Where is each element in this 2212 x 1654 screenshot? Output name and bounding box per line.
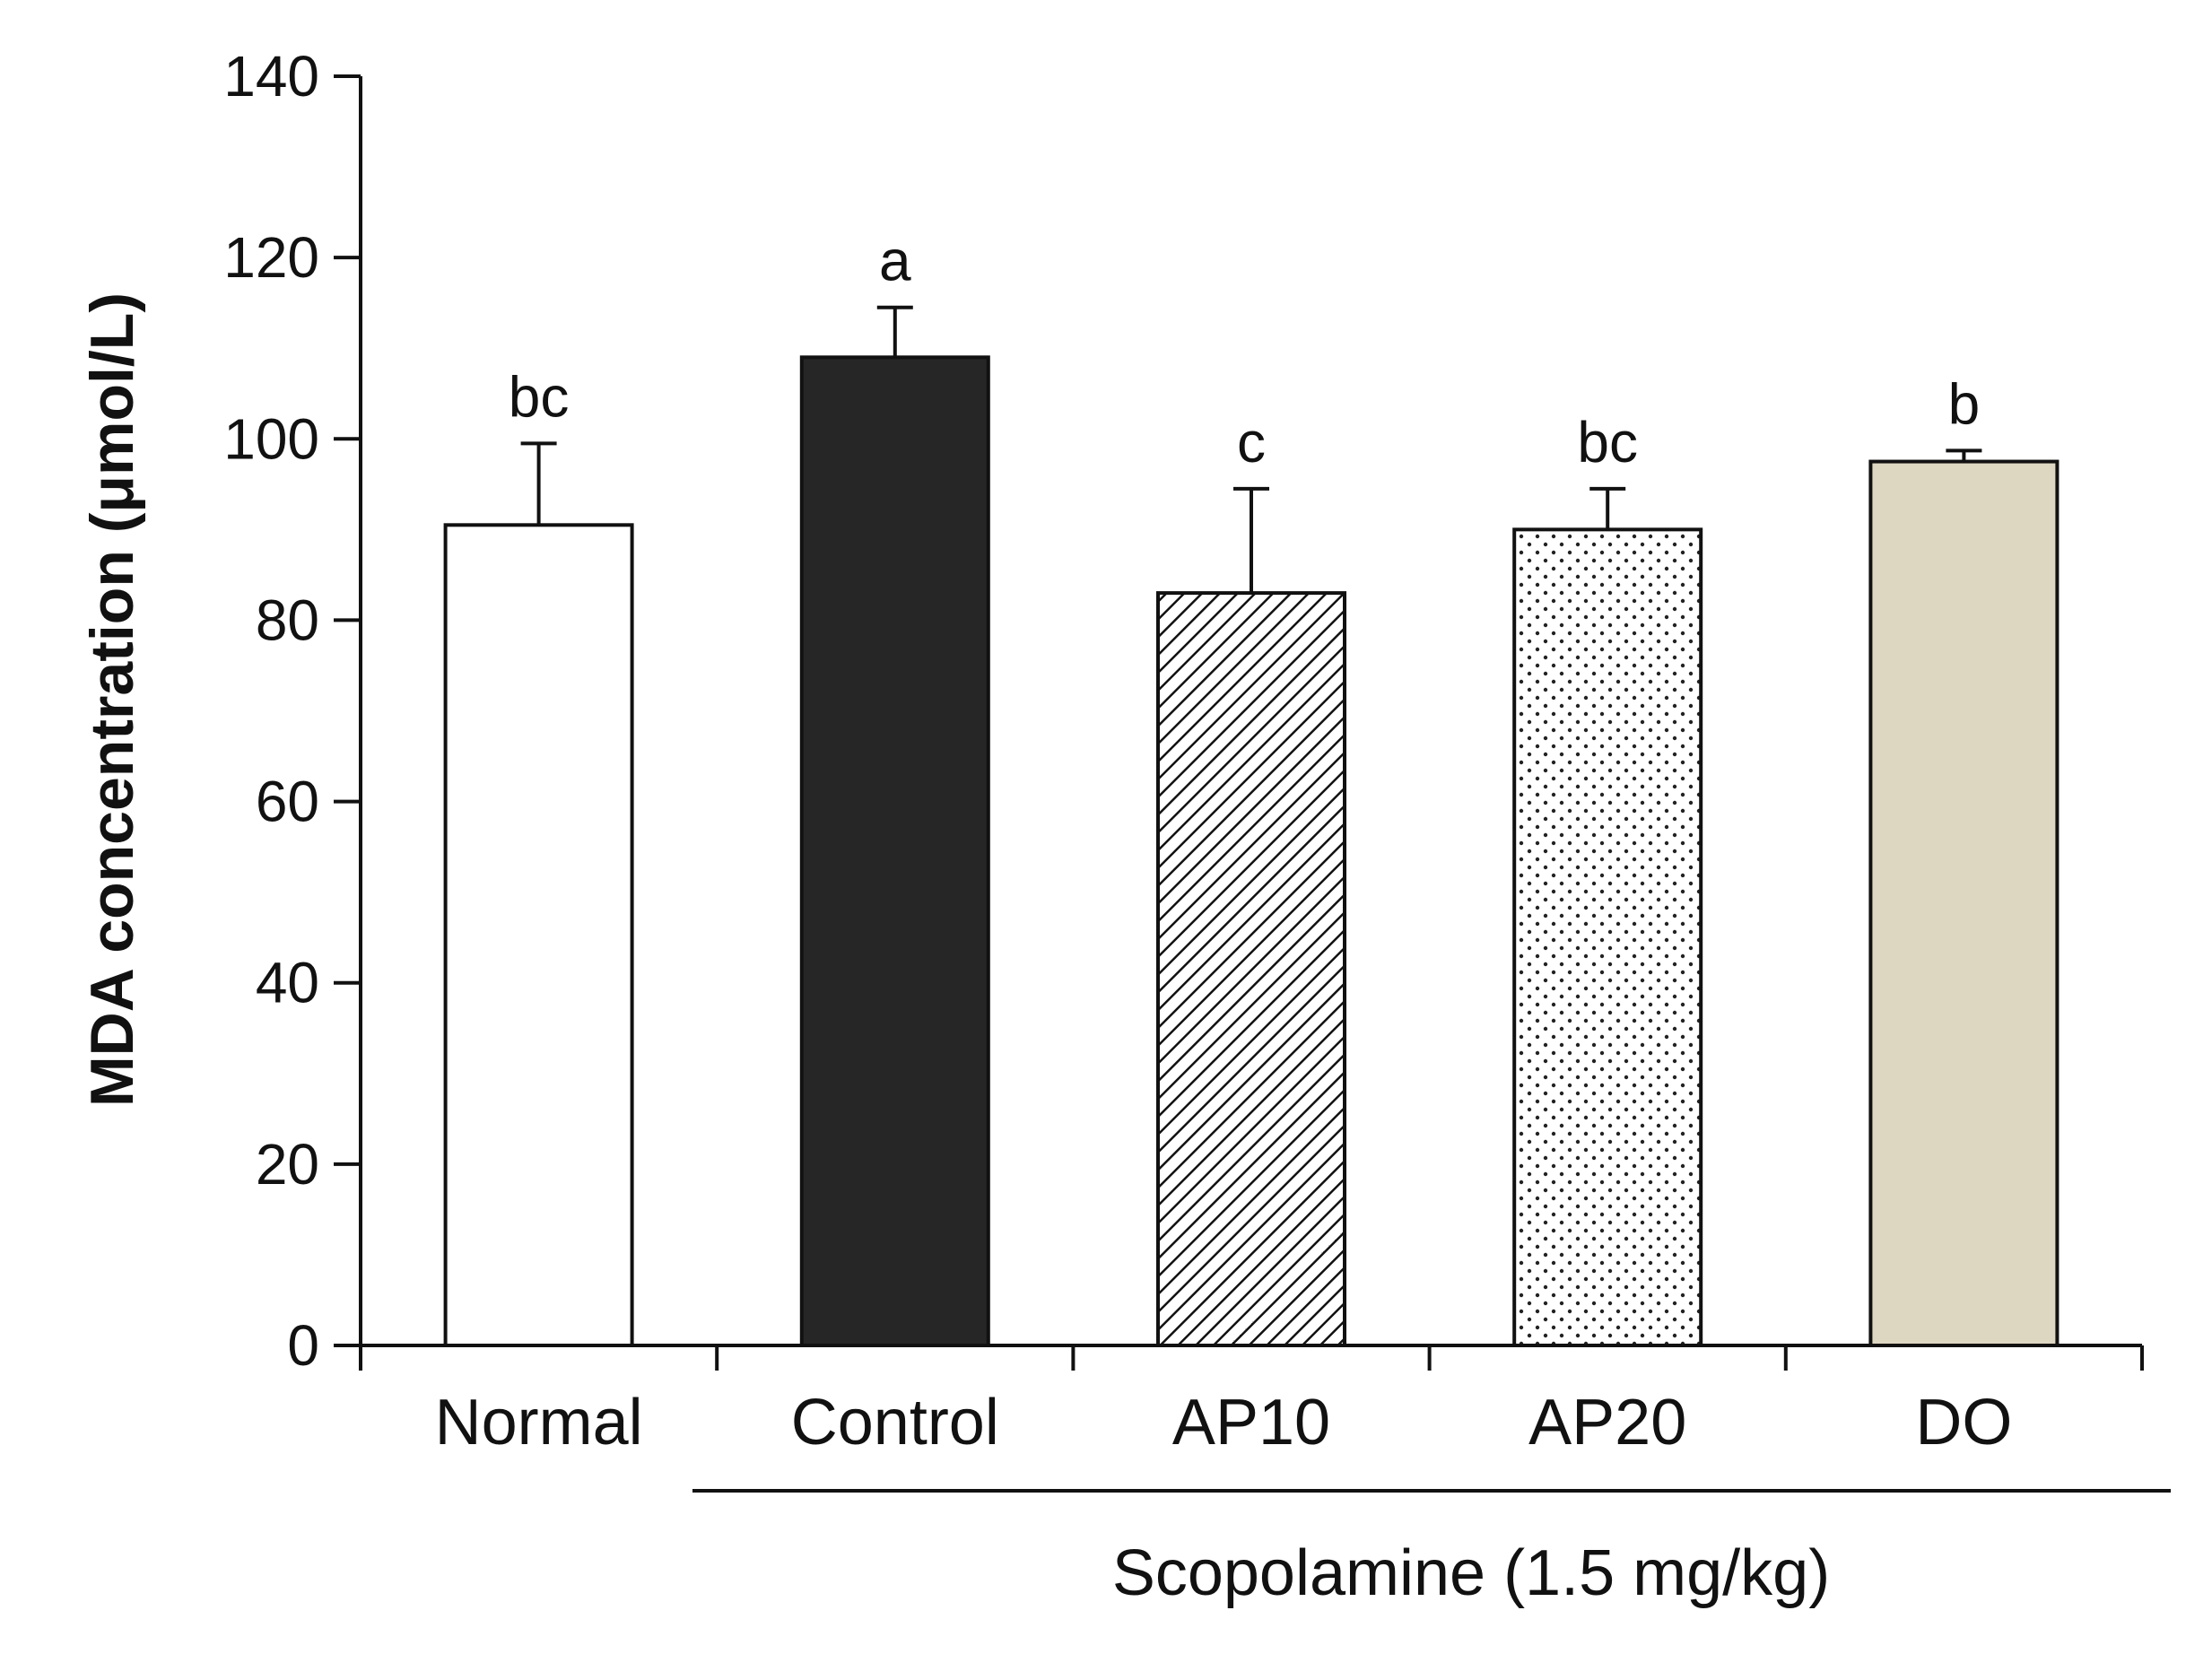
- bar-do: [1868, 459, 2060, 1347]
- significance-label-normal: bc: [509, 364, 570, 429]
- bar-ap20: [1512, 527, 1703, 1347]
- bar-control: [799, 355, 990, 1348]
- y-tick-label: 20: [256, 1132, 319, 1197]
- category-label-ap10: AP10: [1172, 1387, 1330, 1458]
- y-tick-label: 100: [223, 406, 319, 471]
- y-tick-label: 80: [256, 588, 319, 652]
- significance-label-ap20: bc: [1577, 410, 1638, 474]
- category-label-ap20: AP20: [1528, 1387, 1686, 1458]
- y-tick-label: 120: [223, 225, 319, 290]
- significance-label-ap10: c: [1237, 410, 1266, 474]
- bar-ap10: [1156, 591, 1346, 1347]
- error-bars: [520, 305, 1982, 594]
- group-label: Scopolamine (1.5 mg/kg): [1112, 1537, 1830, 1609]
- category-label-control: Control: [791, 1387, 999, 1458]
- y-tick-label: 140: [223, 44, 319, 109]
- significance-label-do: b: [1948, 371, 1981, 436]
- category-label-normal: Normal: [435, 1387, 643, 1458]
- bar-normal: [443, 523, 634, 1347]
- y-axis-title: MDA concentration (μmol/L): [78, 292, 146, 1107]
- labels: bc Normal a Control c AP10 bc AP20 b DO 0 20 40 60 80 1…: [223, 44, 2012, 1458]
- y-tick-label: 0: [287, 1313, 319, 1378]
- y-tick-label: 40: [256, 951, 319, 1015]
- y-tick-label: 60: [256, 770, 319, 834]
- category-label-do: DO: [1915, 1387, 2012, 1458]
- axes: [334, 74, 2144, 1371]
- significance-label-control: a: [879, 229, 911, 293]
